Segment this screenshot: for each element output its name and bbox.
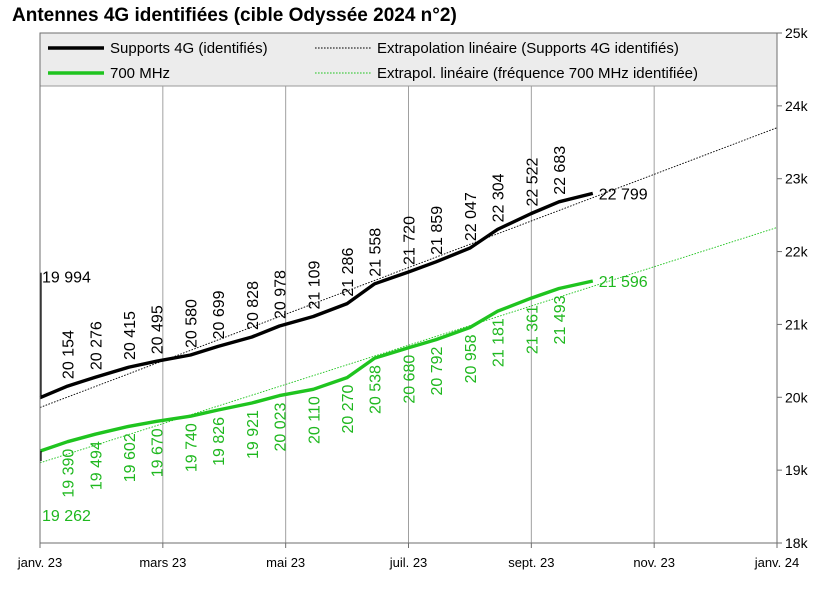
y-tick-label: 18k	[785, 535, 809, 551]
data-label: 20 415	[122, 311, 139, 360]
data-label: 20 978	[273, 270, 290, 319]
x-tick-label: mars 23	[139, 555, 186, 570]
x-tick-label: nov. 23	[633, 555, 675, 570]
data-label: 20 154	[61, 330, 78, 379]
data-label: 22 047	[463, 192, 480, 241]
data-label: 19 994	[42, 270, 91, 287]
x-tick-label: sept. 23	[508, 555, 554, 570]
data-label: 22 522	[524, 158, 541, 207]
y-tick-label: 21k	[785, 316, 809, 332]
data-label: 20 680	[402, 355, 419, 404]
data-label: 20 270	[340, 385, 357, 434]
data-label: 22 304	[491, 173, 508, 222]
data-label: 21 286	[340, 248, 357, 297]
y-tick-label: 19k	[785, 462, 809, 478]
y-tick-label: 24k	[785, 98, 809, 114]
data-label: 19 670	[150, 428, 167, 477]
data-label: 20 538	[368, 365, 385, 414]
x-tick-label: janv. 23	[17, 555, 63, 570]
y-tick-label: 22k	[785, 244, 809, 260]
legend-label: Extrapol. linéaire (fréquence 700 MHz id…	[377, 65, 698, 82]
series-line-0	[39, 191, 594, 400]
y-tick-label: 25k	[785, 25, 809, 41]
chart-title: Antennes 4G identifiées (cible Odyssée 2…	[12, 5, 457, 26]
data-label: 20 792	[429, 346, 446, 395]
data-label: 21 720	[402, 216, 419, 265]
y-tick-label: 20k	[785, 389, 809, 405]
data-label: 22 799	[599, 186, 648, 203]
legend-label: Extrapolation linéaire (Supports 4G iden…	[377, 40, 679, 57]
legend-label: Supports 4G (identifiés)	[110, 40, 268, 57]
data-label: 20 958	[463, 334, 480, 383]
data-label: 20 699	[211, 290, 228, 339]
x-tick-label: janv. 24	[754, 555, 800, 570]
data-label: 22 683	[552, 146, 569, 195]
y-axis-ticks: 18k 19k 20k 21k 22k 23k 24k 25k	[777, 25, 809, 551]
trend-lines	[39, 127, 778, 464]
data-label: 19 921	[245, 410, 262, 459]
legend: Supports 4G (identifiés) Extrapolation li…	[39, 32, 778, 87]
data-label: 21 181	[491, 318, 508, 367]
data-label: 19 390	[61, 449, 78, 498]
series-lines	[39, 191, 594, 453]
legend-label: 700 MHz	[110, 65, 170, 82]
data-label: 21 493	[552, 295, 569, 344]
data-label: 20 828	[245, 281, 262, 330]
x-tick-label: juil. 23	[389, 555, 428, 570]
x-axis-ticks: janv. 23 mars 23 mai 23 juil. 23 sept. 23 nov…	[17, 543, 800, 570]
data-label: 21 558	[368, 228, 385, 277]
data-label: 20 580	[183, 299, 200, 348]
legend-box	[39, 32, 778, 87]
trend-line-0	[39, 127, 778, 408]
data-labels: 19 994 20 154 20 276 20 415 20 495 20 580 20 6…	[40, 146, 648, 525]
data-label: 19 602	[122, 433, 139, 482]
plot-frame	[39, 32, 778, 544]
x-tick-label: mai 23	[266, 555, 305, 570]
data-label: 20 023	[273, 403, 290, 452]
y-tick-label: 23k	[785, 171, 809, 187]
data-label: 21 109	[306, 260, 323, 309]
data-label: 20 110	[306, 396, 323, 444]
data-label: 21 859	[429, 206, 446, 255]
data-label: 20 495	[150, 305, 167, 354]
data-label: 20 276	[88, 321, 105, 370]
data-label: 19 494	[88, 441, 105, 490]
data-label: 19 740	[183, 423, 200, 472]
series-line-1	[39, 279, 594, 453]
data-label: 21 361	[524, 305, 541, 354]
data-label: 19 262	[42, 508, 91, 525]
data-label: 21 596	[599, 274, 648, 291]
data-label: 19 826	[211, 417, 228, 466]
